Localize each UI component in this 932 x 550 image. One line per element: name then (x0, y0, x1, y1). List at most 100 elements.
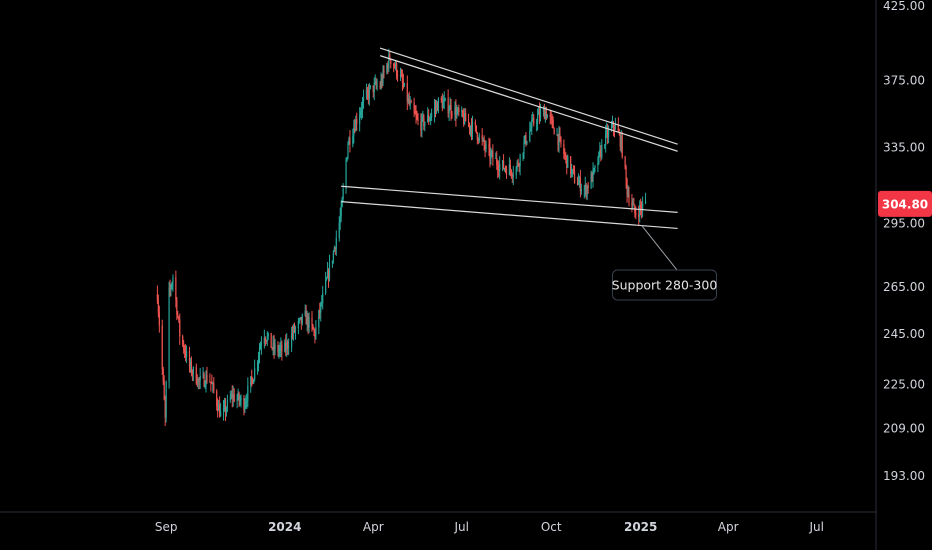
candle (620, 130, 622, 153)
annotation-text: Support 280-300 (612, 277, 718, 292)
candle (326, 261, 329, 279)
candle (560, 136, 562, 148)
candle (523, 135, 525, 159)
price-tick-label: 225.00 (883, 378, 925, 392)
candle (328, 254, 331, 282)
candle (293, 322, 296, 334)
candle (305, 305, 307, 325)
candle (288, 338, 290, 356)
candle (212, 381, 214, 393)
price-axis[interactable]: 425.00 375.00 335.00 295.00 265.00 245.00 225.… (883, 0, 925, 483)
annotation-pointer (641, 225, 678, 271)
candle (401, 69, 404, 91)
candle (327, 268, 330, 288)
candle (598, 151, 600, 165)
candle (178, 316, 180, 323)
candle (224, 398, 227, 422)
candle (219, 396, 221, 418)
candle (231, 385, 233, 408)
candle (572, 168, 574, 178)
candle (570, 155, 572, 179)
candle (587, 182, 589, 194)
candle (512, 166, 514, 186)
candle (272, 335, 274, 356)
candle (222, 399, 225, 421)
candle (247, 377, 249, 408)
candle (511, 172, 513, 183)
candle (301, 313, 303, 326)
candle (430, 112, 432, 126)
candle (559, 127, 561, 143)
candle (416, 110, 418, 121)
trendlines[interactable] (341, 47, 678, 230)
lower-support-line-2[interactable] (341, 200, 678, 230)
candle (291, 325, 294, 340)
candle (252, 377, 254, 385)
candle (634, 204, 636, 218)
candle (531, 114, 533, 135)
candle (456, 104, 458, 119)
candle (298, 317, 300, 324)
candle (468, 122, 471, 135)
price-tick-label: 425.00 (883, 0, 925, 13)
candle (213, 377, 215, 394)
candle (644, 192, 647, 205)
candle (254, 359, 256, 382)
candle (319, 302, 321, 319)
candle (475, 125, 477, 134)
support-annotation[interactable]: Support 280-300 (611, 225, 718, 301)
annotation-box[interactable] (611, 269, 717, 301)
candle (605, 125, 607, 153)
time-tick-label: Jul (454, 520, 469, 534)
candle (625, 164, 627, 189)
candle (223, 397, 226, 412)
candle (158, 305, 160, 333)
candle (524, 134, 526, 145)
candle (536, 118, 538, 132)
candle (410, 99, 412, 104)
candle (586, 184, 588, 201)
candle (325, 271, 327, 295)
candle (597, 156, 599, 173)
candle (423, 113, 425, 131)
upper-resistance-line-2[interactable] (379, 55, 678, 152)
candle (437, 97, 440, 114)
candle (279, 342, 281, 357)
candle (476, 131, 478, 145)
candle (219, 403, 222, 417)
candle (176, 296, 178, 321)
candle (198, 377, 200, 390)
candle (179, 313, 181, 345)
candle (250, 376, 252, 393)
candle (408, 91, 410, 107)
candle (177, 310, 179, 319)
candle (628, 186, 630, 207)
candle (373, 77, 375, 101)
lower-support-line-1[interactable] (341, 185, 678, 213)
upper-resistance-line-1[interactable] (379, 47, 678, 145)
candle (519, 153, 521, 176)
candle (338, 216, 340, 242)
candle (161, 319, 163, 375)
candle (400, 68, 403, 78)
candle (230, 390, 232, 400)
candle (332, 250, 334, 264)
candle (217, 398, 219, 418)
candle (368, 82, 370, 106)
candle (203, 371, 205, 388)
candle (322, 285, 324, 310)
candle (462, 109, 464, 118)
candle (202, 367, 204, 379)
candle (563, 139, 565, 160)
time-tick-label: 2024 (268, 520, 301, 534)
candle (285, 334, 287, 357)
candle (331, 260, 334, 268)
candle (517, 158, 519, 167)
candle (362, 89, 365, 109)
candle (626, 177, 628, 203)
candle (504, 165, 507, 174)
candle (508, 157, 511, 176)
time-axis[interactable]: Sep 2024 Apr Jul Oct 2025 Apr Jul (155, 520, 824, 534)
candle (583, 184, 585, 199)
